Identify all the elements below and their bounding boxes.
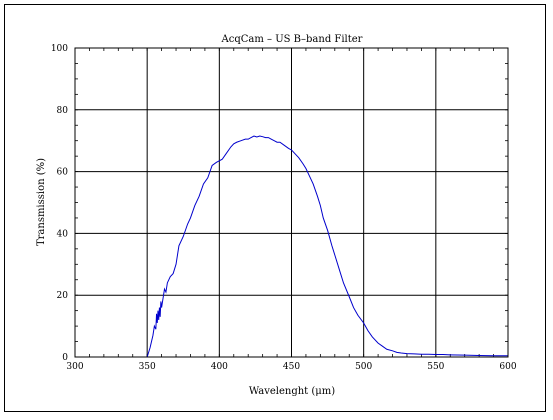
x-tick-label: 500 (355, 362, 372, 372)
y-tick-label: 40 (57, 229, 69, 239)
transmission-curve (146, 135, 508, 358)
y-tick-label: 20 (57, 291, 69, 301)
x-axis-label: Wavelenght (μm) (249, 386, 335, 397)
x-tick-label: 450 (283, 362, 300, 372)
y-tick-label: 60 (57, 168, 69, 178)
x-tick-label: 550 (427, 362, 444, 372)
y-tick-label: 0 (62, 353, 68, 363)
x-tick-labels: 300 350 400 450 500 550 600 (66, 362, 516, 372)
x-tick-label: 600 (499, 362, 516, 372)
x-tick-label: 300 (66, 362, 83, 372)
y-tick-label: 80 (57, 106, 69, 116)
x-tick-label: 400 (211, 362, 228, 372)
y-tick-labels: 0 20 40 60 80 100 (51, 44, 68, 363)
x-tick-label: 350 (139, 362, 156, 372)
y-axis-label: Transmission (%) (36, 158, 47, 246)
plot-border (74, 47, 509, 358)
y-tick-label: 100 (51, 44, 68, 54)
chart-title: AcqCam – US B–band Filter (221, 34, 363, 45)
